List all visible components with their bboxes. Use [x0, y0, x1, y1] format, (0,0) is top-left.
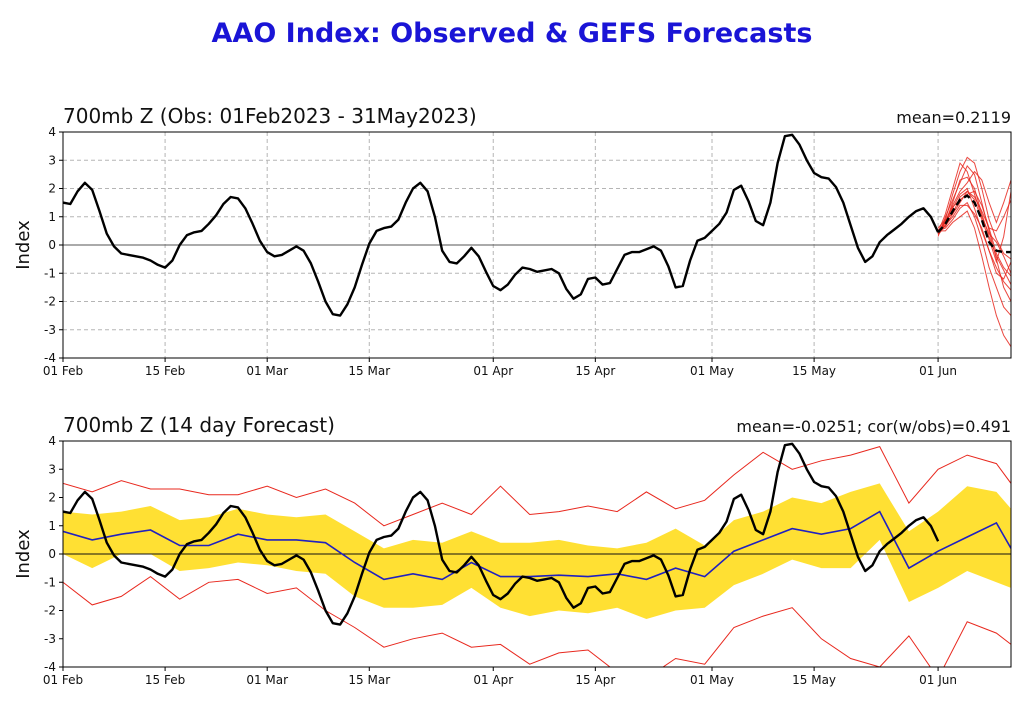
- x-tick-label: 01 Apr: [473, 673, 513, 687]
- panel-annotation: mean=-0.0251; cor(w/obs)=0.491: [736, 417, 1011, 436]
- x-tick-label: 01 May: [690, 673, 734, 687]
- x-tick-label: 15 Apr: [575, 673, 615, 687]
- x-tick-label: 01 Mar: [246, 364, 288, 378]
- y-tick-label: 0: [48, 238, 56, 252]
- plot-area: [63, 442, 1011, 667]
- ensemble-member-line: [937, 164, 1011, 302]
- x-tick-label: 01 May: [690, 364, 734, 378]
- x-tick-label: 01 Jun: [919, 364, 957, 378]
- forecast-spread-band: [63, 483, 1011, 619]
- y-tick-label: -3: [44, 632, 56, 646]
- y-tick-label: -4: [44, 660, 56, 674]
- y-tick-label: 4: [48, 125, 56, 139]
- x-tick-label: 01 Apr: [473, 364, 513, 378]
- y-tick-label: -3: [44, 323, 56, 337]
- panel-annotation: mean=0.2119: [896, 108, 1011, 127]
- x-tick-label: 15 Feb: [145, 364, 185, 378]
- y-axis-label: Index: [13, 529, 34, 579]
- panel-title: 700mb Z (Obs: 01Feb2023 - 31May2023): [63, 104, 477, 128]
- y-tick-label: -4: [44, 351, 56, 365]
- ensemble-member-line: [937, 162, 1011, 274]
- ensemble-member-line: [937, 190, 1011, 232]
- y-tick-label: 4: [48, 434, 56, 448]
- lower-bound-line: [63, 575, 1011, 667]
- x-tick-label: 01 Feb: [43, 673, 83, 687]
- y-tick-label: -1: [44, 266, 56, 280]
- main-title: AAO Index: Observed & GEFS Forecasts: [211, 18, 813, 49]
- chart-panel-2: -4 -3 -2 -1 0 1 2 3 4 01 Feb 15 Feb 01 Mar 15 Mar 01 …: [13, 413, 1012, 687]
- ensemble-member-line: [937, 190, 1011, 264]
- panel-title: 700mb Z (14 day Forecast): [63, 413, 335, 437]
- y-tick-label: 3: [48, 153, 56, 167]
- y-tick-label: 0: [48, 547, 56, 561]
- y-tick-label: 1: [48, 519, 56, 533]
- x-tick-label: 15 Mar: [348, 364, 390, 378]
- x-tick-label: 15 Feb: [145, 673, 185, 687]
- y-tick-label: 2: [48, 491, 56, 505]
- x-tick-label: 01 Jun: [919, 673, 957, 687]
- forecast-mean-line: [63, 510, 1011, 581]
- x-tick-label: 15 May: [792, 673, 836, 687]
- x-tick-label: 01 Mar: [246, 673, 288, 687]
- observed-line: [63, 442, 940, 626]
- plot-area: [63, 132, 1011, 358]
- y-tick-label: -2: [44, 604, 56, 618]
- ensemble-member-line: [937, 204, 1011, 280]
- observed-line: [63, 133, 940, 317]
- x-tick-label: 15 May: [792, 364, 836, 378]
- y-tick-label: 2: [48, 182, 56, 196]
- y-tick-label: -2: [44, 295, 56, 309]
- ensemble-member-line: [937, 176, 1011, 285]
- upper-bound-line: [63, 446, 1011, 527]
- ensemble-member-line: [938, 210, 1011, 347]
- x-tick-label: 15 Mar: [348, 673, 390, 687]
- ensemble-member-line: [937, 156, 1011, 260]
- y-tick-label: 1: [48, 210, 56, 224]
- ensemble-member-line: [937, 190, 1011, 277]
- chart-panel-1: -4 -3 -2 -1 0 1 2 3 4 01 Feb 15 Feb 01 Mar 15 Mar 01 …: [13, 104, 1012, 378]
- x-tick-label: 15 Apr: [575, 364, 615, 378]
- y-axis-label: Index: [13, 220, 34, 270]
- ensemble-member-line: [937, 201, 1011, 316]
- y-tick-label: -1: [44, 575, 56, 589]
- x-tick-label: 01 Feb: [43, 364, 83, 378]
- y-tick-label: 3: [48, 462, 56, 476]
- forecast-mean-line: [937, 194, 1011, 254]
